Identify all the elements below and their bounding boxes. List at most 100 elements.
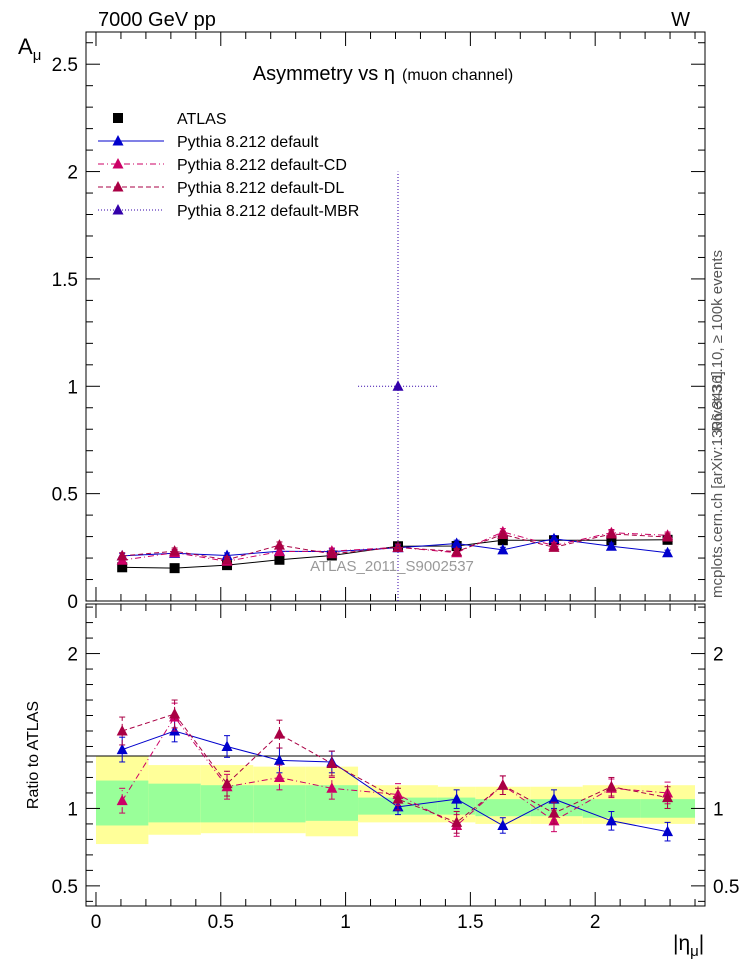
main-panel: 0 0.5 1 1.5 2 2.5 Asymmetry vs η (muon channe… [18, 31, 706, 613]
data-point [392, 793, 404, 804]
process-label: W [671, 9, 690, 31]
x-tick-label: 1.5 [457, 912, 483, 933]
y-tick-label: 0 [67, 592, 78, 613]
data-point [548, 793, 560, 804]
data-point [662, 546, 674, 558]
x-axis-label-bar: | [699, 932, 704, 955]
data-point [605, 780, 617, 792]
data-point [169, 563, 180, 574]
data-point [662, 825, 674, 837]
data-point [605, 528, 617, 539]
data-point [273, 728, 285, 739]
ratio-ylabel: Ratio to ATLAS [25, 701, 42, 809]
main-title: Asymmetry vs η [253, 63, 395, 85]
main-subtitle: (muon channel) [402, 67, 513, 84]
main-plot-area [116, 171, 674, 601]
ratio-y-tick-label: 1 [67, 799, 78, 820]
x-tick-label: 1 [340, 912, 351, 933]
main-ylabel-text: A [18, 34, 33, 59]
main-ylabel: Aμ [18, 34, 41, 64]
data-point [548, 541, 560, 552]
mcplots-label: mcplots.cern.ch [arXiv:1306.3436] [709, 371, 726, 598]
data-point [273, 771, 285, 782]
green-band [582, 799, 641, 818]
y-tick-label: 1 [67, 377, 78, 398]
x-axis-label: |ημ| [673, 932, 704, 960]
data-point [326, 782, 338, 793]
x-axis-label-text: |η [673, 932, 690, 955]
data-point [497, 528, 509, 539]
data-point [451, 545, 463, 557]
legend: ATLAS Pythia 8.212 default Pythia 8.212 de… [98, 111, 359, 220]
watermark: ATLAS_2011_S9002537 [310, 558, 474, 575]
data-point [221, 777, 233, 789]
legend-marker [112, 158, 124, 169]
ratio-panel: 0.5 0.5 1 1 2 2 0 0.5 1 1.5 2 Ratio to ATLAS |ημ| [25, 603, 739, 960]
legend-label: Pythia 8.212 default [177, 134, 319, 151]
data-point [605, 540, 617, 551]
data-point [116, 794, 128, 806]
data-point [451, 816, 463, 827]
data-point [221, 740, 233, 751]
data-point [548, 807, 560, 818]
data-point [326, 757, 338, 769]
data-point [497, 779, 509, 790]
data-point [169, 545, 181, 556]
legend-marker [112, 181, 124, 192]
data-point [605, 814, 617, 826]
data-point [548, 532, 560, 544]
legend-label: ATLAS [177, 111, 227, 128]
data-point [273, 539, 285, 550]
x-tick-label: 0 [91, 912, 102, 933]
data-point [116, 549, 128, 561]
main-title-text: Asymmetry vs η [253, 63, 395, 85]
x-tick-label: 0.5 [208, 912, 234, 933]
y-tick-label: 2 [67, 163, 78, 184]
data-point [451, 793, 463, 804]
y-tick-label: 0.5 [52, 485, 78, 506]
data-point [169, 707, 181, 719]
series-line [122, 713, 668, 823]
ratio-y-tick-label-right: 1 [713, 799, 724, 820]
data-point [662, 791, 674, 803]
data-point [221, 553, 233, 565]
main-ylabel-sub: μ [33, 47, 42, 64]
x-axis-label-sub: μ [690, 943, 699, 960]
green-band [475, 799, 531, 817]
data-point [606, 535, 617, 546]
legend-label: Pythia 8.212 default-CD [177, 157, 347, 174]
legend-marker [112, 135, 124, 146]
data-point [273, 754, 285, 765]
x-tick-label: 2 [590, 912, 601, 933]
data-point [116, 743, 128, 755]
rivet-label: Rivet 3.1.10, ≥ 100k events [709, 250, 726, 432]
y-tick-label: 1.5 [52, 270, 78, 291]
data-point [451, 537, 463, 548]
legend-marker [112, 204, 124, 215]
main-ticks: 0 0.5 1 1.5 2 2.5 [52, 32, 705, 613]
data-point [497, 819, 509, 830]
data-point [392, 380, 404, 391]
green-band [148, 783, 201, 823]
green-band [253, 785, 306, 823]
ratio-frame [85, 603, 706, 907]
data-point [497, 543, 509, 555]
legend-marker [113, 113, 123, 123]
data-point [116, 724, 128, 736]
data-point [662, 531, 674, 542]
ratio-plot-area [116, 699, 674, 842]
data-point [274, 554, 285, 565]
series-line [121, 716, 668, 827]
ratio-y-tick-label-right: 0.5 [713, 877, 739, 898]
ratio-ticks: 0.5 0.5 1 1 2 2 0 0.5 1 1.5 2 [52, 604, 739, 933]
data-point [497, 535, 508, 546]
data-point [273, 545, 285, 557]
legend-label: Pythia 8.212 default-MBR [177, 203, 359, 220]
ratio-y-tick-label-right: 2 [713, 645, 724, 666]
series-line [122, 533, 668, 561]
y-tick-label: 2.5 [52, 55, 78, 76]
data-point [326, 547, 338, 559]
legend-label: Pythia 8.212 default-DL [177, 180, 344, 197]
energy-label: 7000 GeV pp [98, 9, 216, 31]
